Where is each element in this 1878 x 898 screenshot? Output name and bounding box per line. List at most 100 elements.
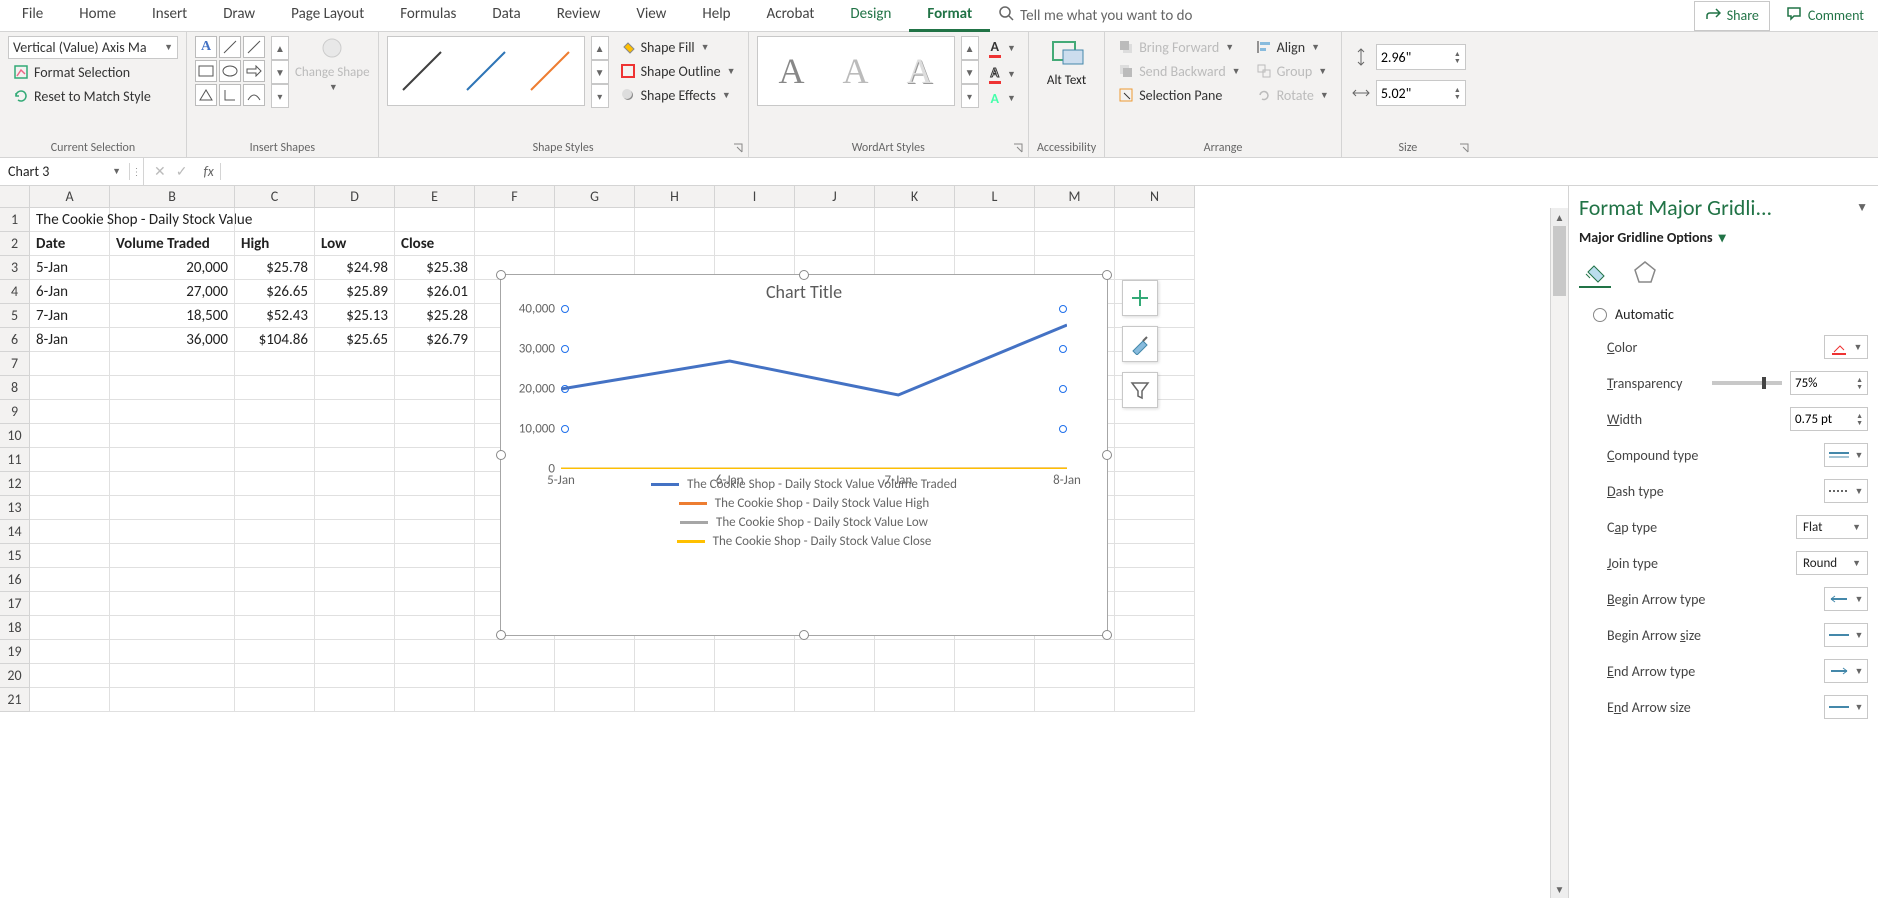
join-dropdown[interactable]: Round▼	[1796, 551, 1868, 575]
text-effects-button[interactable]: A▼	[985, 88, 1020, 109]
grid[interactable]: ABCDEFGHIJKLMN 1234567891011121314151617…	[0, 186, 1568, 898]
cancel-icon[interactable]: ✕	[154, 163, 166, 180]
automatic-option[interactable]: Automatic	[1579, 300, 1868, 329]
cell[interactable]	[315, 520, 395, 544]
cap-dropdown[interactable]: Flat▼	[1796, 515, 1868, 539]
cell[interactable]	[235, 520, 315, 544]
selection-handle[interactable]	[1102, 630, 1112, 640]
shape-outline-button[interactable]: Shape Outline▼	[615, 60, 740, 82]
share-button[interactable]: Share	[1694, 1, 1770, 31]
height-field[interactable]	[1381, 49, 1441, 66]
shape-effects-button[interactable]: Shape Effects▼	[615, 84, 740, 106]
down-icon[interactable]: ▼	[591, 60, 609, 84]
cell[interactable]	[1035, 208, 1115, 232]
selection-handle[interactable]	[1102, 270, 1112, 280]
begin-arrow-type-dropdown[interactable]: ▼	[1824, 587, 1868, 611]
cell[interactable]: $25.65	[315, 328, 395, 352]
wordart-style-2[interactable]: A	[826, 41, 886, 101]
col-header[interactable]: L	[955, 186, 1035, 208]
cell[interactable]	[235, 400, 315, 424]
cell[interactable]	[110, 496, 235, 520]
cell[interactable]	[30, 592, 110, 616]
shape-style-preset[interactable]	[392, 41, 452, 101]
cell[interactable]: High	[235, 232, 315, 256]
dialog-launcher[interactable]	[1012, 141, 1024, 153]
cell[interactable]	[395, 568, 475, 592]
cell[interactable]	[235, 544, 315, 568]
shape-style-nav[interactable]: ▲▼▾	[591, 36, 609, 108]
begin-arrow-size-dropdown[interactable]: ▼	[1824, 623, 1868, 647]
cell[interactable]	[955, 688, 1035, 712]
line-width-input[interactable]: ▲▼	[1790, 407, 1868, 431]
more-icon[interactable]: ▾	[961, 84, 979, 108]
tab-home[interactable]: Home	[61, 0, 134, 32]
shape-line-icon[interactable]	[219, 36, 241, 58]
col-header[interactable]: G	[555, 186, 635, 208]
spinner[interactable]: ▲▼	[1454, 50, 1461, 64]
reset-match-style-button[interactable]: Reset to Match Style	[8, 85, 178, 107]
tell-me-search[interactable]: Tell me what you want to do	[990, 5, 1200, 26]
cell[interactable]: $26.79	[395, 328, 475, 352]
col-header[interactable]: F	[475, 186, 555, 208]
cell[interactable]: $52.43	[235, 304, 315, 328]
effects-category-icon[interactable]	[1629, 256, 1661, 288]
cell[interactable]: 18,500	[110, 304, 235, 328]
chart-plot-area[interactable]: 010,00020,00030,00040,0005-Jan6-Jan7-Jan…	[561, 309, 1067, 469]
cell[interactable]	[555, 208, 635, 232]
col-header[interactable]: H	[635, 186, 715, 208]
shape-l-icon[interactable]	[219, 84, 241, 106]
scroll-up-icon[interactable]: ▲	[1551, 208, 1568, 226]
cell[interactable]	[30, 400, 110, 424]
cell[interactable]	[795, 208, 875, 232]
cell[interactable]	[875, 664, 955, 688]
row-header[interactable]: 4	[0, 280, 30, 304]
end-arrow-type-dropdown[interactable]: ▼	[1824, 659, 1868, 683]
comment-button[interactable]: Comment	[1776, 2, 1874, 30]
name-box-expand[interactable]: ⋮	[130, 158, 144, 185]
cell[interactable]	[1115, 520, 1195, 544]
cell[interactable]: $26.65	[235, 280, 315, 304]
cell[interactable]	[235, 472, 315, 496]
shape-textbox-icon[interactable]: A	[195, 36, 217, 58]
cell[interactable]: Date	[30, 232, 110, 256]
cell[interactable]	[30, 352, 110, 376]
legend-item[interactable]: The Cookie Shop - Daily Stock Value High	[501, 494, 1107, 513]
cell[interactable]: 8-Jan	[30, 328, 110, 352]
cell[interactable]	[315, 208, 395, 232]
spinner[interactable]: ▲▼	[1856, 376, 1863, 390]
col-header[interactable]: C	[235, 186, 315, 208]
row-header[interactable]: 20	[0, 664, 30, 688]
col-header[interactable]: D	[315, 186, 395, 208]
shape-tri-icon[interactable]	[195, 84, 217, 106]
cell[interactable]	[875, 640, 955, 664]
cell[interactable]	[635, 232, 715, 256]
cell[interactable]	[395, 592, 475, 616]
text-fill-button[interactable]: A▼	[985, 36, 1020, 60]
cell[interactable]	[715, 688, 795, 712]
down-icon[interactable]: ▼	[271, 60, 289, 84]
cell[interactable]	[110, 568, 235, 592]
cell[interactable]	[315, 568, 395, 592]
line-width-field[interactable]	[1795, 412, 1843, 427]
cell[interactable]	[1035, 232, 1115, 256]
tab-insert[interactable]: Insert	[134, 0, 205, 32]
cell[interactable]	[795, 664, 875, 688]
up-icon[interactable]: ▲	[961, 36, 979, 60]
width-input[interactable]: ▲▼	[1376, 80, 1466, 106]
cell[interactable]	[315, 664, 395, 688]
scroll-down-icon[interactable]: ▼	[1551, 880, 1568, 898]
row-header[interactable]: 13	[0, 496, 30, 520]
cell[interactable]	[110, 208, 235, 232]
group-button[interactable]: Group▼	[1251, 60, 1333, 82]
cell[interactable]	[1115, 640, 1195, 664]
legend-item[interactable]: The Cookie Shop - Daily Stock Value Low	[501, 513, 1107, 532]
cell[interactable]	[1035, 664, 1115, 688]
cell[interactable]	[395, 376, 475, 400]
cell[interactable]	[955, 232, 1035, 256]
cell[interactable]	[1115, 232, 1195, 256]
cell[interactable]	[110, 424, 235, 448]
cell[interactable]	[30, 424, 110, 448]
cell[interactable]	[315, 400, 395, 424]
cell[interactable]	[395, 520, 475, 544]
select-all-corner[interactable]	[0, 186, 30, 208]
